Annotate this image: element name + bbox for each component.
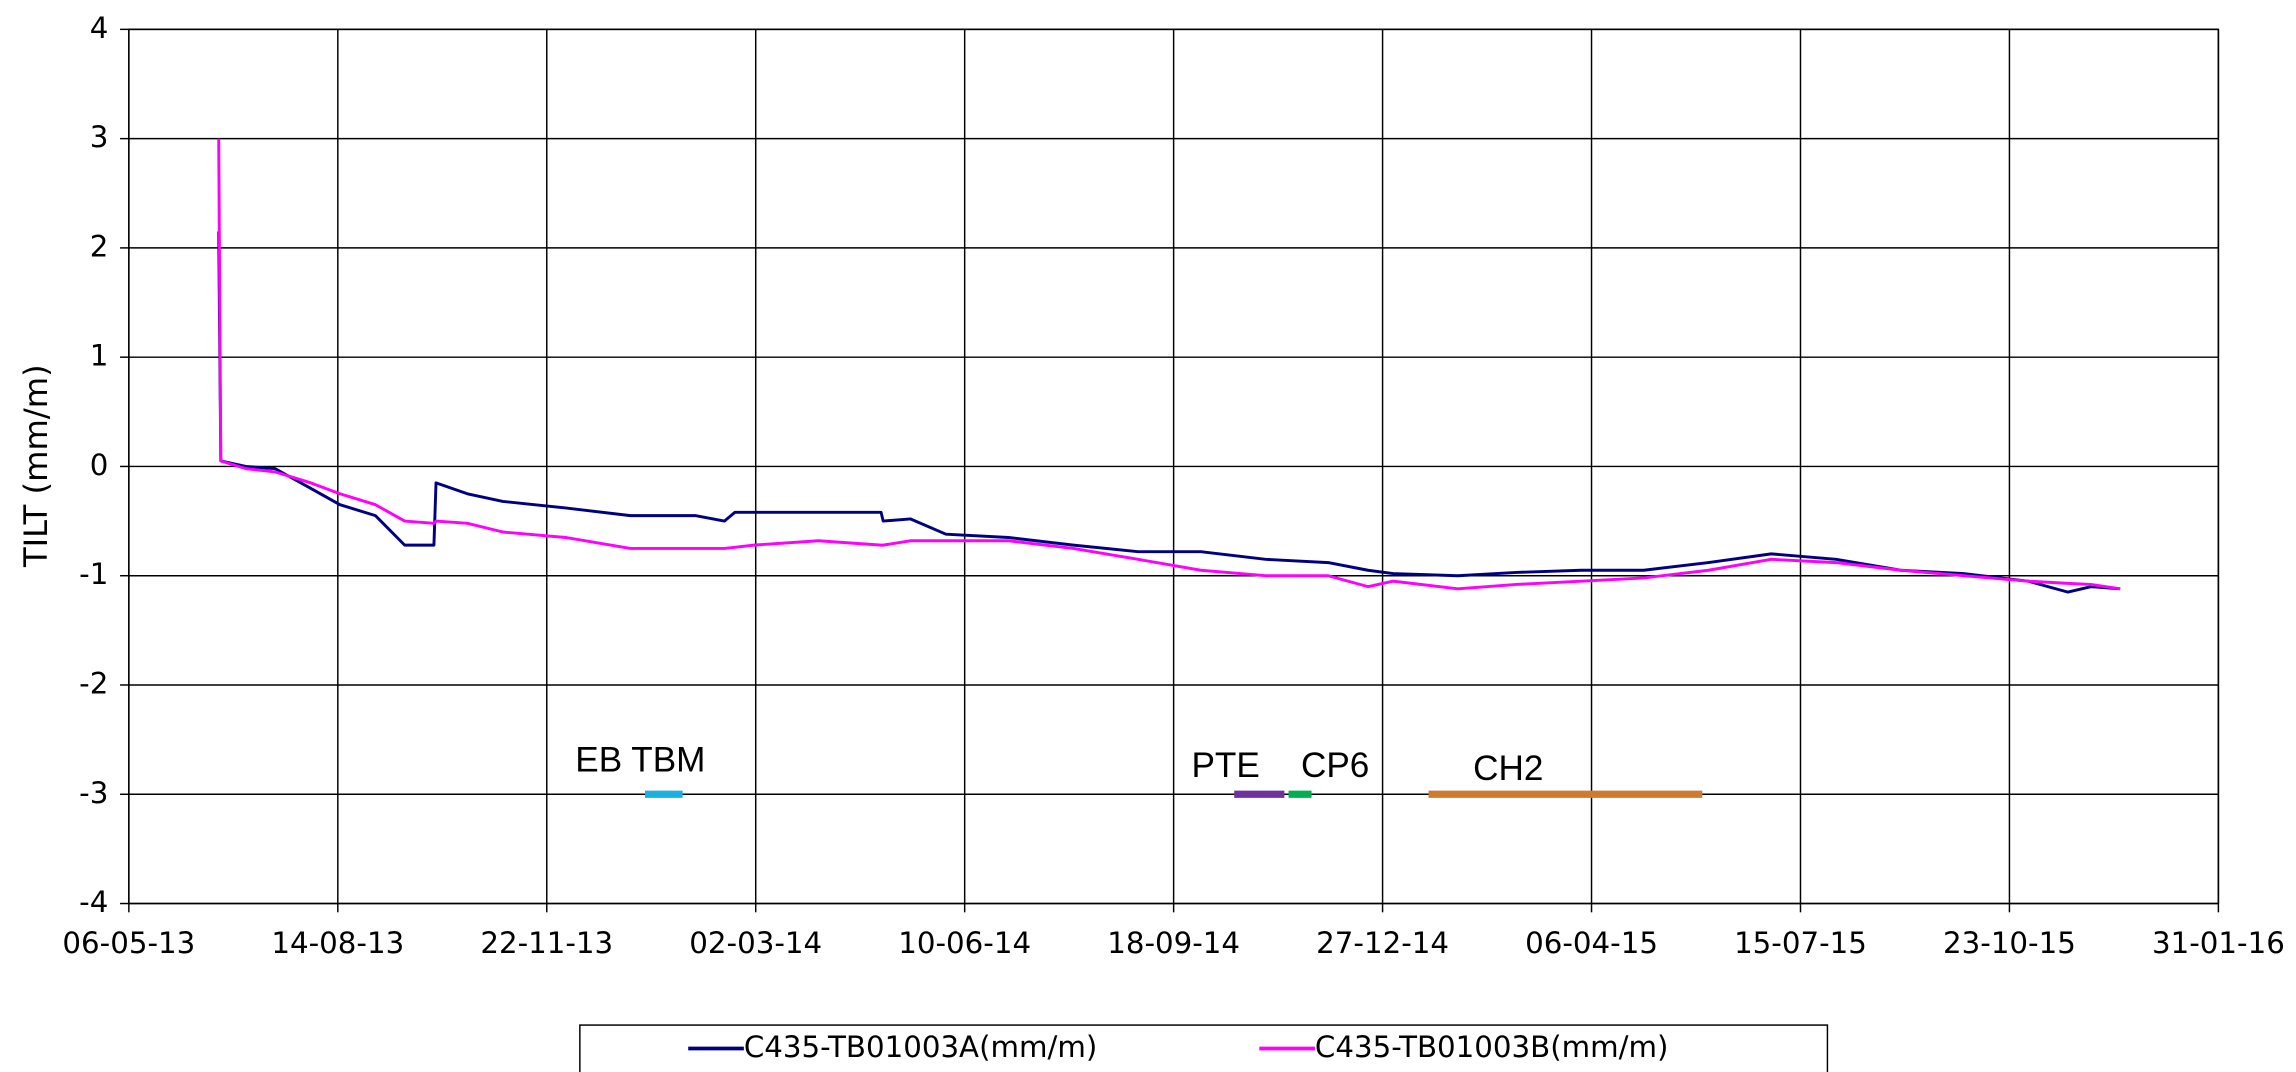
- x-tick-label: 15-07-15: [1734, 926, 1867, 960]
- y-tick-label: 4: [90, 11, 109, 45]
- x-tick-label: 23-10-15: [1943, 926, 2076, 960]
- annotation-label: CH2: [1473, 749, 1543, 788]
- series-line: [217, 231, 2121, 594]
- x-tick-label: 02-03-14: [689, 926, 822, 960]
- x-tick-label: 18-09-14: [1107, 926, 1240, 960]
- y-tick-label: -3: [79, 776, 108, 810]
- y-tick-label: -2: [79, 666, 108, 700]
- x-tick-label: 06-04-15: [1525, 926, 1658, 960]
- y-tick-label: -4: [79, 885, 108, 919]
- legend-label: C435-TB01003A(mm/m): [744, 1030, 1097, 1064]
- y-tick-label: 0: [90, 448, 109, 482]
- x-tick-label: 27-12-14: [1316, 926, 1449, 960]
- x-tick-label: 06-05-13: [62, 926, 195, 960]
- x-tick-label: 10-06-14: [898, 926, 1031, 960]
- x-tick-label: 31-01-16: [2152, 926, 2285, 960]
- series-line: [217, 138, 2121, 591]
- y-tick-label: 3: [90, 120, 109, 154]
- annotation-label: PTE: [1191, 746, 1259, 785]
- x-tick-label: 14-08-13: [271, 926, 404, 960]
- legend-label: C435-TB01003B(mm/m): [1315, 1030, 1669, 1064]
- y-tick-label: -1: [79, 557, 108, 591]
- annotation-label: CP6: [1301, 746, 1369, 785]
- legend-box: [579, 1024, 1829, 1072]
- y-axis-label: TILT (mm/m): [17, 364, 55, 568]
- y-tick-label: 1: [90, 339, 109, 373]
- y-tick-label: 2: [90, 229, 109, 263]
- annotation-label: EB TBM: [575, 740, 705, 779]
- x-tick-label: 22-11-13: [480, 926, 613, 960]
